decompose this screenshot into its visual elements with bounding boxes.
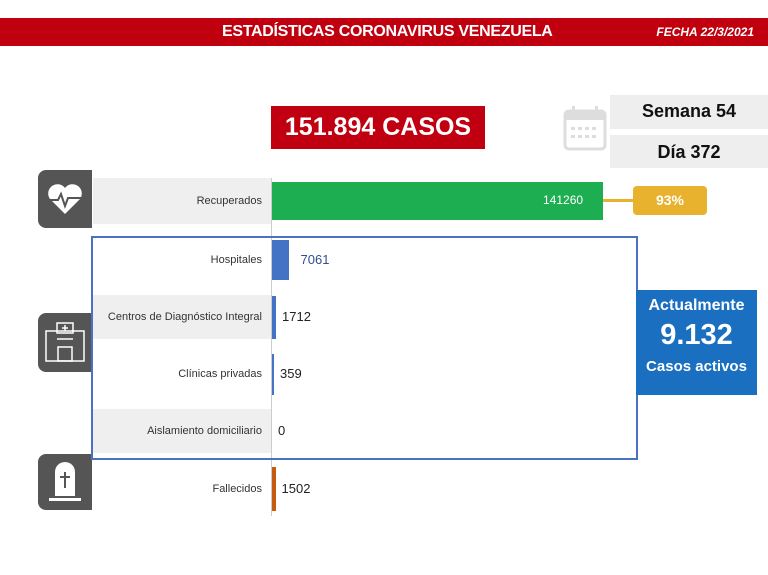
data-label: 1712 xyxy=(282,309,311,324)
category-label: Fallecidos xyxy=(212,483,262,495)
header-title: ESTADÍSTICAS CORONAVIRUS VENEZUELA xyxy=(222,23,553,40)
data-label: 1502 xyxy=(281,481,311,496)
data-label: 359 xyxy=(280,366,302,381)
active-cases-box: Actualmente 9.132 Casos activos xyxy=(636,290,757,395)
data-label: 7061 xyxy=(300,252,330,267)
active-value: 9.132 xyxy=(660,319,733,351)
category-label: Aislamiento domiciliario xyxy=(93,409,272,453)
bar xyxy=(272,295,276,339)
category-label: Recuperados xyxy=(93,178,272,224)
heart-icon xyxy=(38,170,92,228)
recovered-percent-badge: 93% xyxy=(633,186,707,215)
header-bar: ESTADÍSTICAS CORONAVIRUS VENEZUELA FECHA… xyxy=(0,18,768,46)
percent-connector xyxy=(603,199,633,202)
tombstone-icon xyxy=(38,454,92,510)
chart-axis xyxy=(271,178,272,516)
day-label: Día 372 xyxy=(610,135,768,168)
data-label: 141260 xyxy=(543,193,584,207)
category-label: Centros de Diagnóstico Integral xyxy=(93,295,272,339)
header-date: FECHA 22/3/2021 xyxy=(656,25,754,39)
hospital-icon xyxy=(38,313,92,372)
bar xyxy=(272,353,274,395)
active-label-bottom: Casos activos xyxy=(646,358,747,375)
week-label: Semana 54 xyxy=(610,95,768,129)
bar xyxy=(272,467,276,511)
category-label: Clínicas privadas xyxy=(178,368,262,380)
category-label: Hospitales xyxy=(210,254,262,266)
active-cases-frame xyxy=(91,236,638,460)
total-cases: 151.894 CASOS xyxy=(271,106,485,149)
bar xyxy=(272,182,603,220)
data-label: 0 xyxy=(278,423,286,438)
active-label-top: Actualmente xyxy=(648,297,745,314)
calendar-icon xyxy=(563,106,607,151)
bar xyxy=(272,240,289,280)
